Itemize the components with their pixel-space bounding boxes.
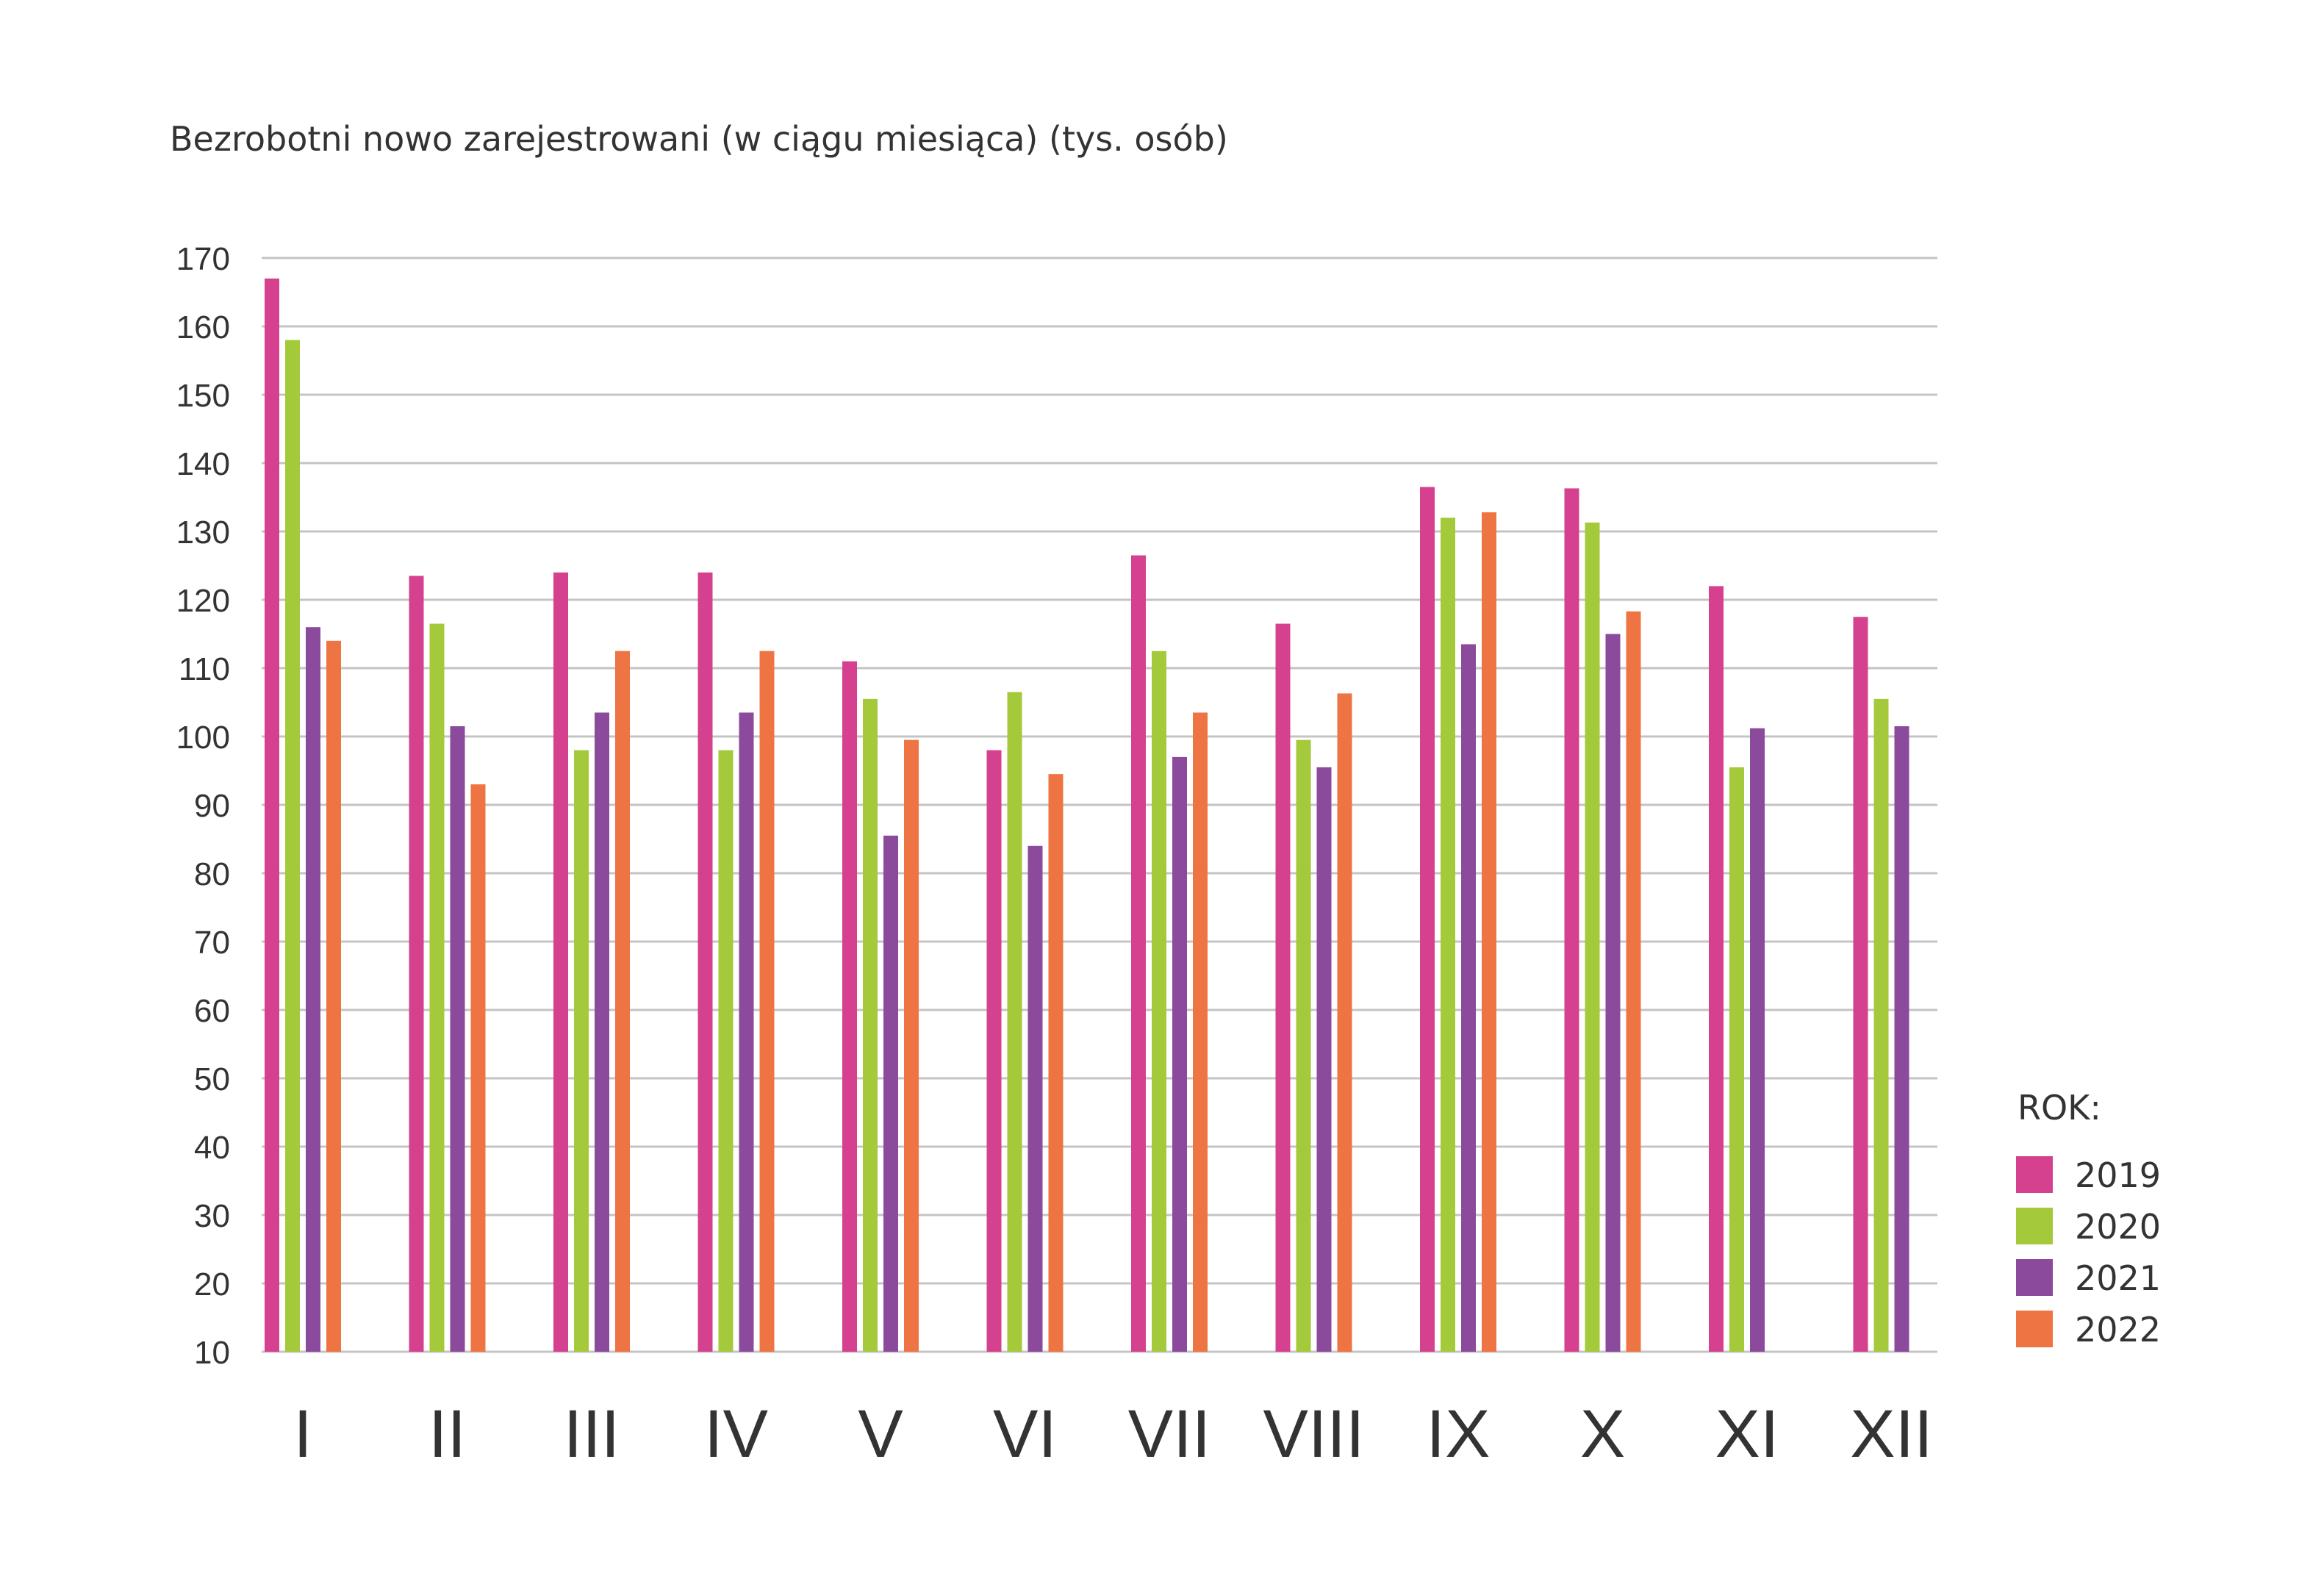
- y-tick-label: 70: [194, 925, 230, 961]
- legend-title: ROK:: [2018, 1088, 2101, 1128]
- bar-2019-VI: [986, 750, 1002, 1352]
- bar-2019-XI: [1709, 586, 1724, 1352]
- bar-2021-III: [595, 712, 609, 1352]
- chart-title: Bezrobotni nowo zarejestrowani (w ciągu …: [170, 119, 1228, 159]
- y-tick-label: 120: [176, 583, 230, 619]
- legend-label: 2020: [2075, 1207, 2161, 1247]
- bar-2020-IV: [718, 750, 734, 1352]
- bar-2021-VI: [1027, 845, 1043, 1352]
- legend-label: 2019: [2075, 1155, 2161, 1195]
- bar-2020-VI: [1007, 692, 1022, 1352]
- bar-2021-II: [450, 726, 465, 1352]
- bar-2019-XII: [1853, 617, 1868, 1352]
- bar-2021-IX: [1461, 644, 1476, 1352]
- bar-2022-VI: [1048, 774, 1064, 1352]
- y-tick-label: 170: [176, 241, 230, 277]
- bars: [265, 278, 1909, 1352]
- y-tick-label: 30: [194, 1198, 230, 1234]
- bar-2019-IV: [697, 572, 713, 1352]
- bar-2021-V: [883, 835, 898, 1352]
- bar-2022-III: [615, 651, 630, 1352]
- bar-2020-XII: [1873, 698, 1889, 1352]
- y-tick-label: 50: [194, 1061, 230, 1097]
- y-tick-label: 130: [176, 515, 230, 551]
- y-tick-label: 140: [176, 446, 230, 482]
- bar-2020-XI: [1729, 767, 1744, 1352]
- y-tick-label: 100: [176, 720, 230, 756]
- bar-2020-II: [429, 623, 445, 1352]
- bar-2022-X: [1626, 611, 1641, 1352]
- x-axis-tick-labels: I II III IV V VI VII VIII IX X XI XII: [293, 1397, 1933, 1472]
- bar-2019-II: [409, 576, 424, 1352]
- bar-2020-X: [1585, 522, 1600, 1352]
- y-tick-label: 40: [194, 1130, 230, 1166]
- x-tick-label: X: [1580, 1397, 1625, 1472]
- y-tick-label: 160: [176, 309, 230, 345]
- legend-swatch-2021: [2016, 1259, 2053, 1296]
- x-tick-label: V: [858, 1397, 903, 1472]
- bar-2020-VII: [1152, 651, 1166, 1352]
- bar-2022-IV: [759, 651, 775, 1352]
- legend-swatch-2020: [2016, 1208, 2053, 1244]
- bar-2021-VIII: [1316, 767, 1332, 1352]
- bar-2019-X: [1564, 488, 1579, 1352]
- bar-2020-I: [285, 340, 300, 1352]
- x-tick-label: VII: [1128, 1397, 1211, 1472]
- bar-2021-VII: [1172, 756, 1187, 1352]
- bar-2022-VII: [1193, 712, 1208, 1352]
- legend-swatch-2022: [2016, 1311, 2053, 1347]
- x-tick-label: VIII: [1263, 1397, 1364, 1472]
- y-tick-label: 150: [176, 378, 230, 414]
- bar-2019-IX: [1420, 487, 1435, 1352]
- bar-2021-X: [1605, 634, 1621, 1352]
- y-tick-label: 90: [194, 788, 230, 824]
- bar-2022-V: [904, 739, 919, 1352]
- x-tick-label: XII: [1850, 1397, 1932, 1472]
- bar-2020-III: [574, 750, 589, 1352]
- bar-2022-VIII: [1337, 693, 1352, 1352]
- bar-2019-V: [842, 661, 857, 1352]
- y-tick-label: 20: [194, 1266, 230, 1302]
- bar-2021-XI: [1750, 728, 1765, 1352]
- bar-2021-IV: [739, 712, 754, 1352]
- x-tick-label: VI: [993, 1397, 1057, 1472]
- x-tick-label: III: [564, 1397, 620, 1472]
- x-tick-label: IX: [1427, 1397, 1491, 1472]
- bar-2022-IX: [1482, 512, 1496, 1352]
- bar-2021-I: [306, 627, 320, 1352]
- x-tick-label: IV: [704, 1397, 768, 1472]
- legend-label: 2022: [2075, 1310, 2161, 1350]
- legend-label: 2021: [2075, 1258, 2161, 1298]
- y-tick-label: 10: [194, 1335, 230, 1371]
- bar-2019-III: [553, 572, 568, 1352]
- x-tick-label: I: [293, 1397, 312, 1472]
- legend: ROK: 2019 2020 2021 2022: [2016, 1088, 2161, 1350]
- bar-2020-IX: [1441, 517, 1455, 1352]
- bar-2019-I: [265, 278, 279, 1352]
- gridlines: [262, 257, 1937, 1353]
- bar-2020-V: [863, 698, 878, 1352]
- y-tick-label: 80: [194, 856, 230, 892]
- legend-swatch-2019: [2016, 1156, 2053, 1193]
- bar-2022-I: [326, 640, 341, 1352]
- bar-2020-VIII: [1296, 739, 1311, 1352]
- x-tick-label: II: [428, 1397, 466, 1472]
- bar-2019-VII: [1131, 555, 1146, 1352]
- x-tick-label: XI: [1715, 1397, 1779, 1472]
- y-axis-tick-labels: 10 20 30 40 50 60 70 80 90 100 110 120 130 140 150 160 1…: [176, 241, 230, 1371]
- y-tick-label: 60: [194, 993, 230, 1029]
- bar-2019-VIII: [1275, 623, 1291, 1352]
- bar-2022-II: [470, 784, 486, 1352]
- bar-2021-XII: [1894, 726, 1909, 1352]
- y-tick-label: 110: [179, 651, 230, 687]
